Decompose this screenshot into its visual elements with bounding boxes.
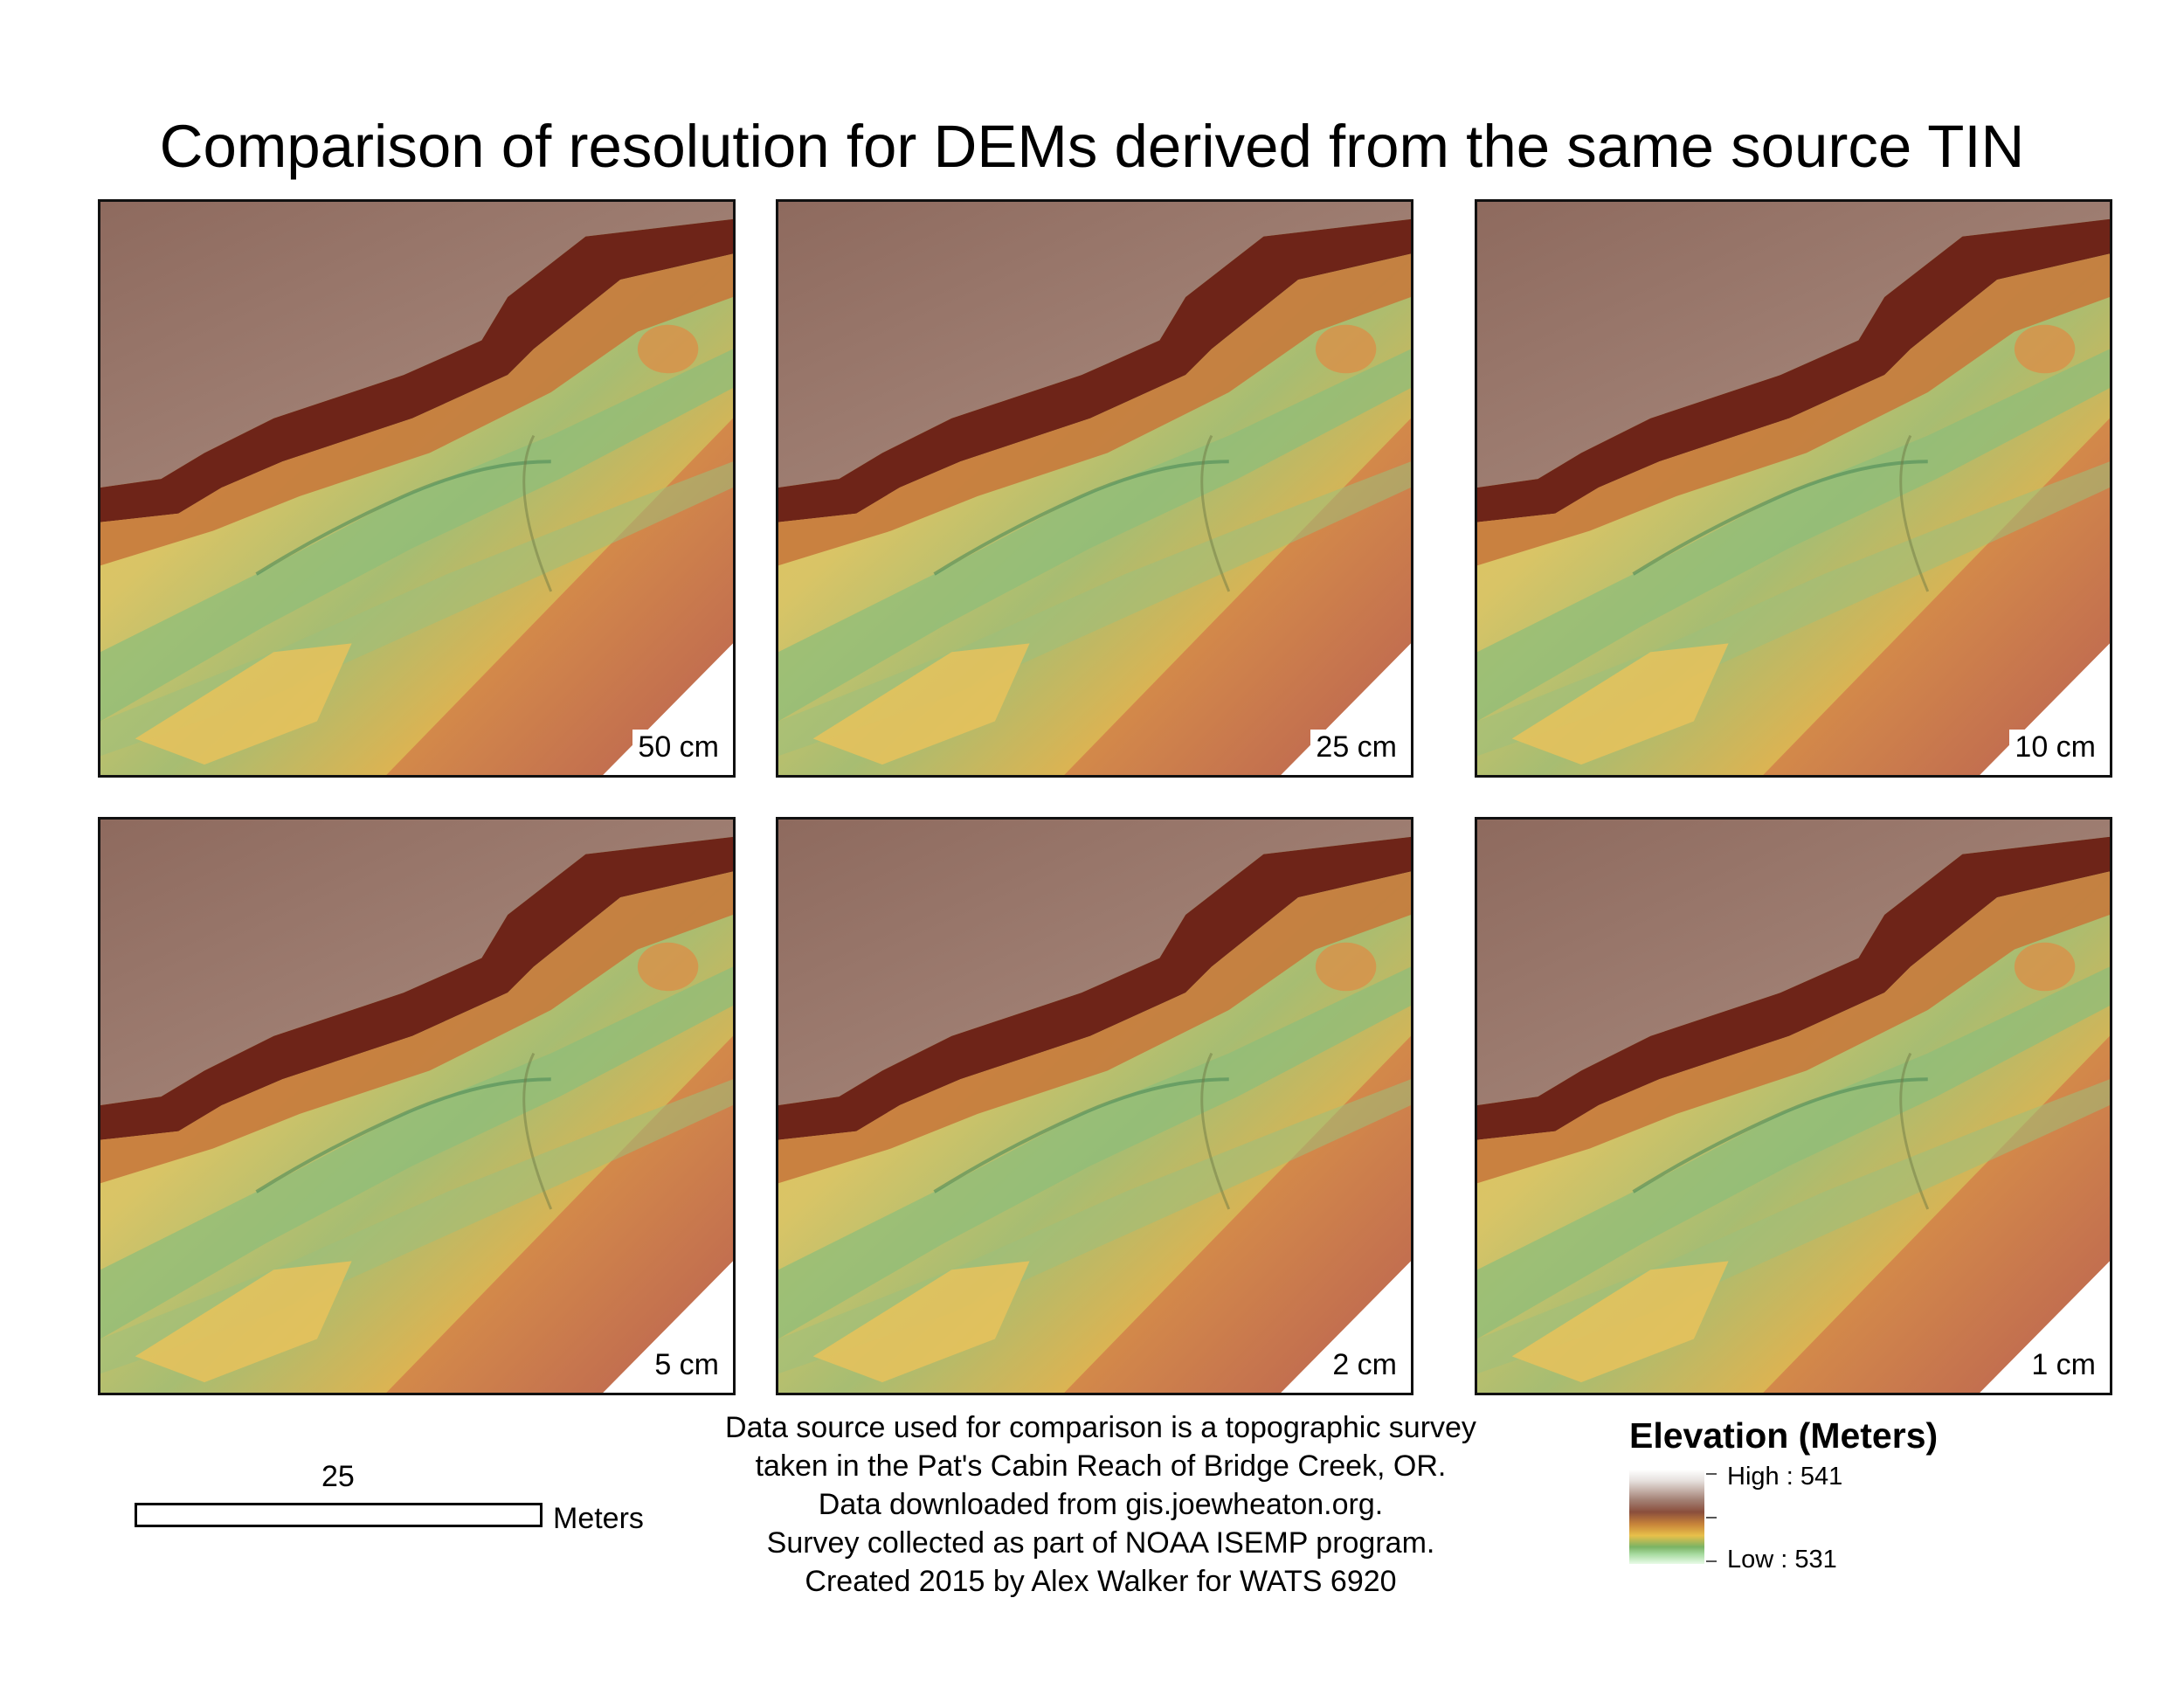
note-line: taken in the Pat's Cabin Reach of Bridge… (755, 1449, 1447, 1483)
dem-panel-1cm: 1 cm (1475, 817, 2112, 1395)
legend-low-label: Low : 531 (1727, 1546, 1837, 1574)
dem-panel-10cm: 10 cm (1475, 199, 2112, 778)
legend-tick (1706, 1560, 1717, 1562)
scale-value: 25 (321, 1460, 355, 1493)
note-line: Survey collected as part of NOAA ISEMP p… (766, 1526, 1435, 1560)
terrain-map (100, 820, 733, 1393)
resolution-label: 10 cm (2009, 730, 2101, 764)
scale-bar: 25 Meters (131, 1459, 655, 1535)
legend-high-label: High : 541 (1727, 1463, 1843, 1491)
terrain-map (100, 202, 733, 775)
note-line: Data downloaded from gis.joewheaton.org. (818, 1488, 1384, 1521)
resolution-label: 5 cm (649, 1347, 724, 1382)
data-source-notes: Data source used for comparison is a top… (664, 1408, 1538, 1601)
terrain-map (1477, 820, 2110, 1393)
resolution-label: 25 cm (1310, 730, 1402, 764)
legend-tick (1706, 1517, 1717, 1519)
dem-panel-50cm: 50 cm (98, 199, 736, 778)
note-line: Data source used for comparison is a top… (725, 1411, 1476, 1444)
dem-panel-25cm: 25 cm (776, 199, 1413, 778)
resolution-label: 2 cm (1327, 1347, 1402, 1382)
note-line: Created 2015 by Alex Walker for WATS 692… (805, 1565, 1397, 1598)
dem-panel-2cm: 2 cm (776, 817, 1413, 1395)
resolution-label: 1 cm (2026, 1347, 2101, 1382)
map-title: Comparison of resolution for DEMs derive… (159, 113, 2025, 180)
legend-tick (1706, 1473, 1717, 1475)
terrain-map (778, 820, 1411, 1393)
scale-bar-rect (135, 1503, 543, 1527)
legend-title: Elevation (Meters) (1629, 1415, 1939, 1456)
elevation-legend: Elevation (Meters) High : 541 Low : 531 (1629, 1414, 2031, 1580)
elevation-color-ramp (1629, 1470, 1704, 1564)
terrain-map (778, 202, 1411, 775)
scale-unit: Meters (553, 1502, 644, 1535)
resolution-label: 50 cm (632, 730, 724, 764)
terrain-map (1477, 202, 2110, 775)
dem-panel-5cm: 5 cm (98, 817, 736, 1395)
